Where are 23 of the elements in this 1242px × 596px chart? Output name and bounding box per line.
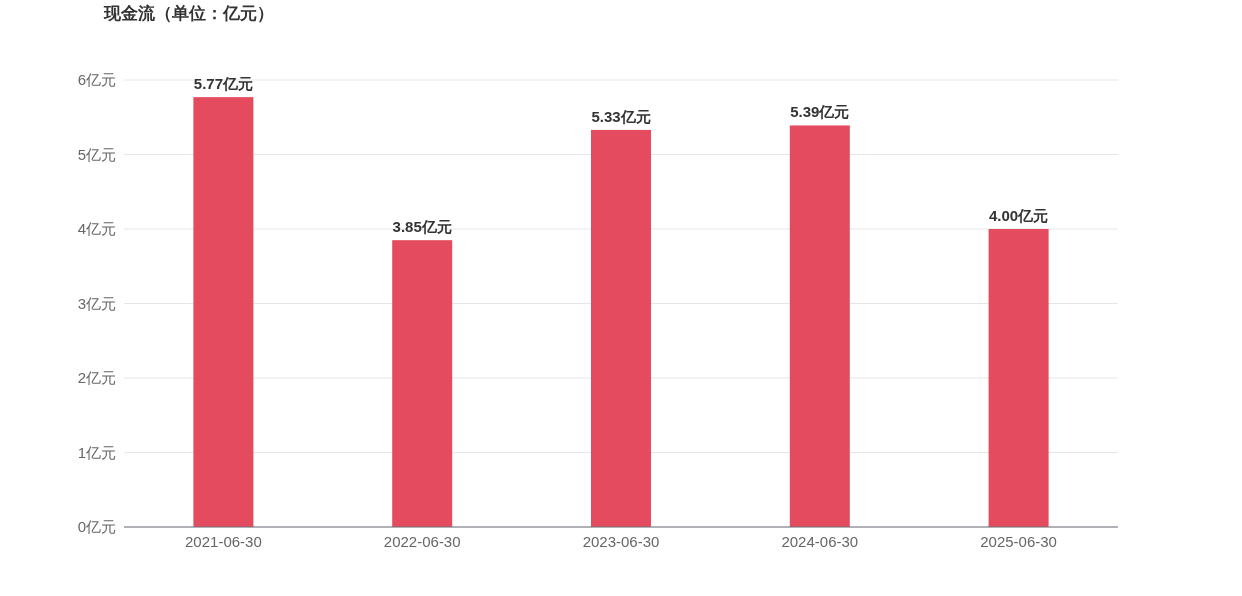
y-tick-label: 1亿元	[77, 443, 116, 461]
data-label: 5.77亿元	[193, 75, 253, 93]
x-tick-label: 2023-06-30	[582, 533, 660, 550]
chart-title: 现金流（单位：亿元）	[103, 4, 274, 23]
data-label: 4.00亿元	[989, 207, 1049, 224]
y-tick-label: 0亿元	[77, 518, 116, 535]
bar	[988, 229, 1049, 527]
y-tick-label: 2亿元	[77, 369, 116, 386]
bar	[193, 97, 254, 527]
data-label: 5.33亿元	[591, 107, 651, 125]
bar	[591, 129, 651, 527]
bar	[392, 240, 453, 527]
x-tick-label: 2021-06-30	[185, 533, 262, 550]
y-tick-label: 6亿元	[77, 71, 116, 88]
x-tick-label: 2025-06-30	[980, 533, 1057, 550]
data-label: 5.39亿元	[790, 103, 850, 121]
y-tick-label: 4亿元	[77, 220, 116, 237]
bar	[789, 125, 850, 527]
x-tick-label: 2022-06-30	[383, 533, 461, 550]
y-tick-label: 3亿元	[77, 294, 116, 312]
data-label: 3.85亿元	[392, 218, 452, 236]
x-tick-label: 2024-06-30	[781, 533, 859, 550]
y-tick-label: 5亿元	[77, 145, 116, 163]
